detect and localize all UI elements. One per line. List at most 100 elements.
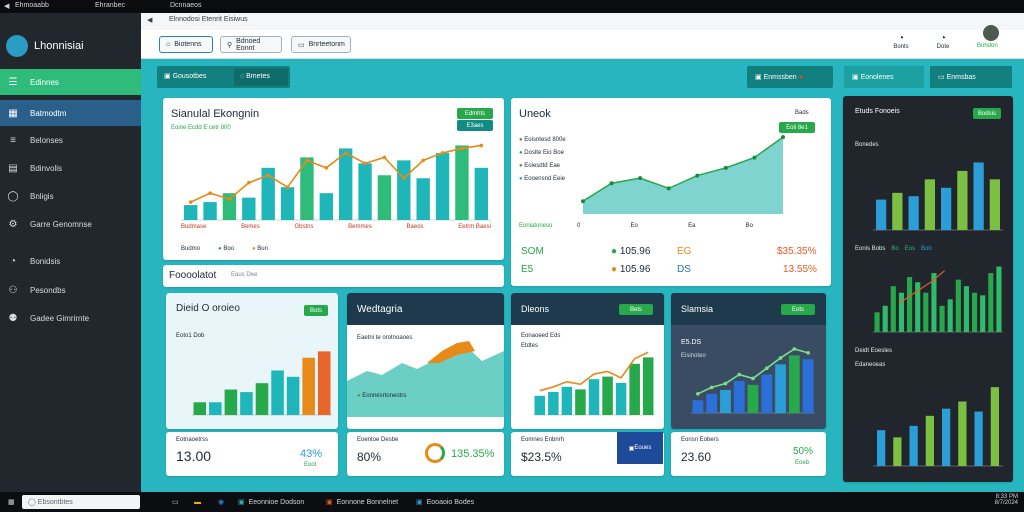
export-icon: ▣ <box>755 74 764 81</box>
chart2-stat-3: EG <box>677 246 692 257</box>
toolbar-button-3[interactable]: ▭ Bnrteetonm <box>291 36 351 53</box>
chart2-point <box>609 181 614 186</box>
chart1-badge-2[interactable]: E3aes <box>457 120 493 131</box>
dark-chart-3 <box>873 387 1003 467</box>
chart1-legend: Budmo ● Boo ● Bun <box>181 246 268 252</box>
chart-icon: ◔ <box>9 255 17 267</box>
card-b-dot-icon: ● <box>357 393 363 399</box>
card-c-button-icon: ▣ <box>628 445 635 452</box>
bar <box>941 187 952 230</box>
bar <box>980 295 986 332</box>
chart1-plot <box>181 143 491 221</box>
chart2-legend: ● Eoisntesd 800e ● Doslte Eio Boe ● Eoie… <box>519 137 566 182</box>
sidebar-item-5[interactable]: ⚙ Garre Genomnse <box>0 211 141 237</box>
bar <box>222 193 237 220</box>
browser-tab[interactable]: Elnnodosi Etenrit Eisiwus <box>169 16 248 23</box>
clock[interactable]: 8:33 PM 8/7/2024 <box>994 494 1018 506</box>
bar <box>224 389 238 415</box>
panel-button-1[interactable]: ▣ Eonolenes <box>844 66 924 88</box>
bar <box>775 364 786 413</box>
chart2-stat-1: SOM <box>521 246 544 257</box>
tab-icon: ▣ <box>164 73 173 80</box>
start-icon[interactable]: ▦ <box>8 499 15 506</box>
bar <box>874 312 880 332</box>
bar <box>242 197 256 220</box>
card-b-plot <box>347 341 504 417</box>
line-point <box>324 166 329 170</box>
person-icon: ⚉ <box>8 312 18 324</box>
chart2-stat-4: $35.35% <box>777 246 817 257</box>
sidebar-item-1[interactable]: ▦ Batmodtm <box>0 100 141 126</box>
top-menu[interactable]: Ehranbec <box>95 2 125 9</box>
card-d-badge[interactable]: Eots <box>781 304 815 315</box>
line-point <box>737 372 742 377</box>
card-c-button[interactable]: ▣ Eoues <box>617 432 663 464</box>
nav-back-icon[interactable]: ◀ <box>147 17 153 24</box>
export-button[interactable]: ▣ Enmssben ● <box>747 66 833 88</box>
sidebar-item-0[interactable]: ☰ Edinnes <box>0 69 141 95</box>
sidebar-item-8[interactable]: ⚉ Gadee Gimrirnte <box>0 305 141 331</box>
card-a-badge[interactable]: Bots <box>304 305 328 316</box>
section-header: Foooolatot Eaus Dee <box>163 265 504 287</box>
bar <box>692 400 704 413</box>
bar <box>963 286 969 332</box>
messages[interactable]: ◔ Dote <box>933 33 953 50</box>
line-point <box>792 347 797 351</box>
bar <box>339 148 353 220</box>
chart2-stat-6: ● 105.96 <box>611 264 651 275</box>
app-icon-3: ▣ <box>416 499 423 506</box>
chart2-area <box>583 137 783 214</box>
card-c-trend-line <box>539 351 649 392</box>
bar <box>261 167 275 220</box>
bar <box>931 273 937 332</box>
sidebar-item-7[interactable]: ⚇ Pesondbs <box>0 277 141 303</box>
taskbar-item-2[interactable]: ▣ Eonnone Bonnelnet <box>326 498 399 507</box>
taskbar-item-3[interactable]: ▣ Eooaoio Bodes <box>416 498 475 507</box>
card-a-big-value: 13.00 <box>176 448 212 464</box>
chart-card-1: Sianulal Ekongnin Eoine Ecdd E cetr 800 … <box>163 98 504 260</box>
dark-panel: Etuds Fonoeis Bodsis Bonedes Eonis Bobs … <box>843 96 1013 482</box>
sidebar-item-4[interactable]: ◯ Bnligis <box>7 190 54 202</box>
bar <box>706 393 718 413</box>
bar <box>957 170 968 230</box>
panel-icon: ▣ <box>852 74 861 81</box>
tab-2[interactable]: ◌ Bmetes <box>234 68 288 86</box>
doc-icon: ▤ <box>8 162 18 174</box>
card-b-big-value: 80% <box>357 450 382 464</box>
back-arrow-icon[interactable]: ◀ <box>4 3 10 10</box>
filter-icon: ▭ <box>298 41 305 49</box>
chart1-badge[interactable]: Edmhts <box>457 108 493 119</box>
browser-icon[interactable]: ◉ <box>218 499 225 506</box>
line-point <box>460 146 464 151</box>
chart1-title: Sianulal Ekongnin <box>171 108 260 120</box>
toolbar-button-1[interactable]: ⌂ Biotenns <box>159 36 213 53</box>
chart2-badge[interactable]: Eoli 8e1 <box>779 122 815 133</box>
line-point <box>806 351 810 355</box>
tab-1[interactable]: ▣ Gousotbes <box>164 73 207 80</box>
sidebar-item-2[interactable]: ≡ Belonses <box>0 127 141 153</box>
bar <box>882 305 888 332</box>
bar <box>561 386 573 415</box>
sidebar-item-6[interactable]: ◔ Bonidsis <box>0 248 141 274</box>
dark-panel-badge[interactable]: Bodsis <box>973 108 1001 119</box>
taskbar-item-1[interactable]: ▣ Eeonnioe Dodson <box>238 498 305 507</box>
bar <box>909 425 918 466</box>
taskbar-search[interactable]: ◯ Ebsontbtes <box>22 495 140 509</box>
sidebar: Lhonnisiai ☰ Edinnes ▦ Batmodtm ≡ Belonses … <box>0 13 141 492</box>
notifications[interactable]: ◔ Bonts <box>891 33 911 50</box>
card-d-sub2: Eisinoteo <box>681 353 706 359</box>
legend-dot-icon-2: ● <box>519 150 525 156</box>
folder-icon[interactable]: ▬ <box>194 498 201 506</box>
chart2-plot <box>581 135 785 214</box>
top-app[interactable]: Dcnnaeos <box>170 2 202 9</box>
bar <box>193 402 207 415</box>
card-b-area <box>347 347 504 417</box>
panel-button-2[interactable]: ▭ Enmsbas <box>930 66 1012 88</box>
card-b-peak <box>427 341 475 363</box>
bell-icon: ◔ <box>897 33 905 44</box>
taskview-icon[interactable]: ▭ <box>172 499 179 506</box>
avatar[interactable] <box>983 25 999 41</box>
card-c-badge[interactable]: Bets <box>619 304 653 315</box>
sidebar-item-3[interactable]: ▤ Bdinvolis <box>0 155 141 181</box>
toolbar-button-2[interactable]: ⚲ Bdnoed Eonnt <box>220 36 282 53</box>
